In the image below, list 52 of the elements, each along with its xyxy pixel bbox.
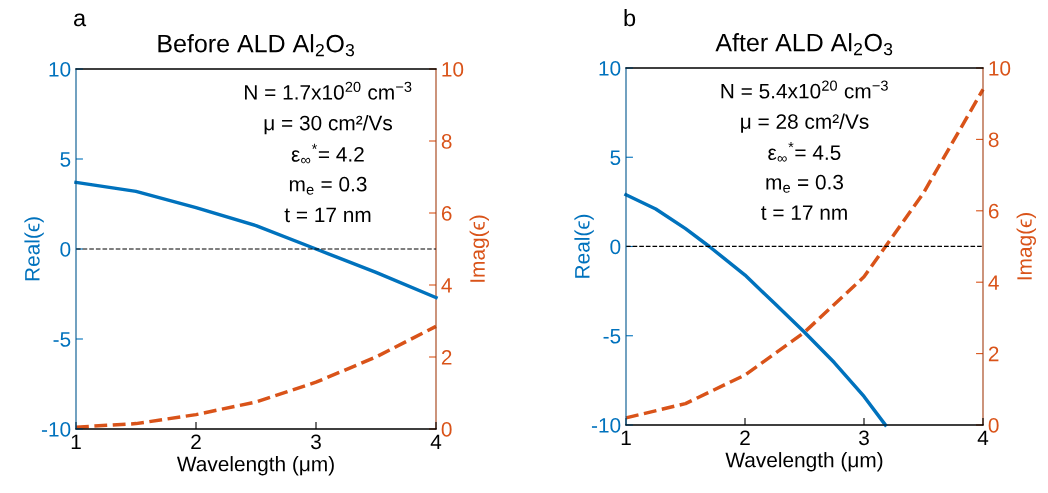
annotation: N = 5.4x10$^{20}$ cm$^{−3}$ bbox=[721, 80, 888, 99]
y2-tick-label: 6 bbox=[988, 203, 999, 219]
y-tick-label: 10 bbox=[49, 62, 71, 77]
y2-axis-title: Imag(ϵ) bbox=[469, 215, 490, 282]
annotation: ε$_{∞}$$^{*}$= 4.2 bbox=[291, 143, 364, 164]
text: b bbox=[624, 9, 636, 27]
annotation: μ = 28 cm²/Vs bbox=[741, 113, 869, 133]
y2-tick-label: 2 bbox=[988, 346, 999, 362]
annotation: t = 17 nm bbox=[761, 205, 847, 220]
x-tick-label: 2 bbox=[740, 430, 750, 445]
y-axis-title: Real(ϵ) bbox=[574, 214, 594, 278]
x-tick-label: 3 bbox=[311, 434, 321, 450]
annotation: ε$_{∞}$$^{*}$= 4.5 bbox=[768, 142, 841, 162]
y2-tick-label: 8 bbox=[441, 134, 452, 149]
x-tick-label: 2 bbox=[191, 434, 201, 449]
y2-tick-label: 10 bbox=[989, 61, 1011, 76]
line-series bbox=[624, 193, 888, 427]
annotation: m$_{e}$ = 0.3 bbox=[289, 176, 367, 195]
annotation: m$_{e}$ = 0.3 bbox=[766, 174, 844, 193]
y2-tick-label: 6 bbox=[441, 206, 452, 221]
y-tick-label: -5 bbox=[603, 328, 621, 344]
y-tick-label: -5 bbox=[53, 332, 71, 347]
y2-tick-label: 2 bbox=[441, 350, 452, 365]
y2-axis-title: Imag(ϵ) bbox=[1016, 213, 1037, 280]
y2-tick-label: 0 bbox=[441, 422, 452, 437]
x-tick-label: 4 bbox=[430, 434, 442, 449]
y-tick-label: 0 bbox=[60, 242, 71, 257]
y2-tick-label: 0 bbox=[988, 418, 999, 433]
y-tick-label: 0 bbox=[610, 239, 621, 255]
y2-tick-label: 4 bbox=[441, 278, 452, 293]
y-tick-label: -10 bbox=[41, 422, 71, 437]
annotation: μ = 30 cm²/Vs bbox=[264, 115, 393, 135]
x-tick-label: 1 bbox=[71, 434, 81, 449]
x-axis-title: Wavelength (μm) bbox=[176, 456, 334, 476]
y-tick-label: 5 bbox=[60, 152, 71, 167]
line-series bbox=[74, 324, 438, 429]
y-tick-label: 5 bbox=[610, 150, 621, 165]
x-tick-label: 4 bbox=[977, 430, 989, 445]
x-axis-title: Wavelength (μm) bbox=[725, 452, 883, 472]
x-tick-label: 3 bbox=[859, 430, 869, 446]
y-tick-label: -10 bbox=[591, 418, 621, 433]
annotation: t = 17 nm bbox=[284, 207, 371, 223]
annotation: N = 1.7x10$^{20}$ cm$^{−3}$ bbox=[245, 81, 412, 100]
y-axis-title: Real(ϵ) bbox=[24, 217, 44, 281]
y2-tick-label: 8 bbox=[988, 132, 999, 148]
chart-title: Before ALD Al$_{2}$O$_{3}$ bbox=[158, 34, 355, 57]
chart-title: After ALD Al$_{2}$O$_{3}$ bbox=[715, 33, 893, 56]
y-tick-label: 10 bbox=[599, 61, 621, 76]
y2-tick-label: 10 bbox=[442, 62, 464, 77]
x-tick-label: 1 bbox=[621, 430, 631, 445]
y2-tick-label: 4 bbox=[988, 275, 999, 290]
text: a bbox=[74, 13, 87, 27]
